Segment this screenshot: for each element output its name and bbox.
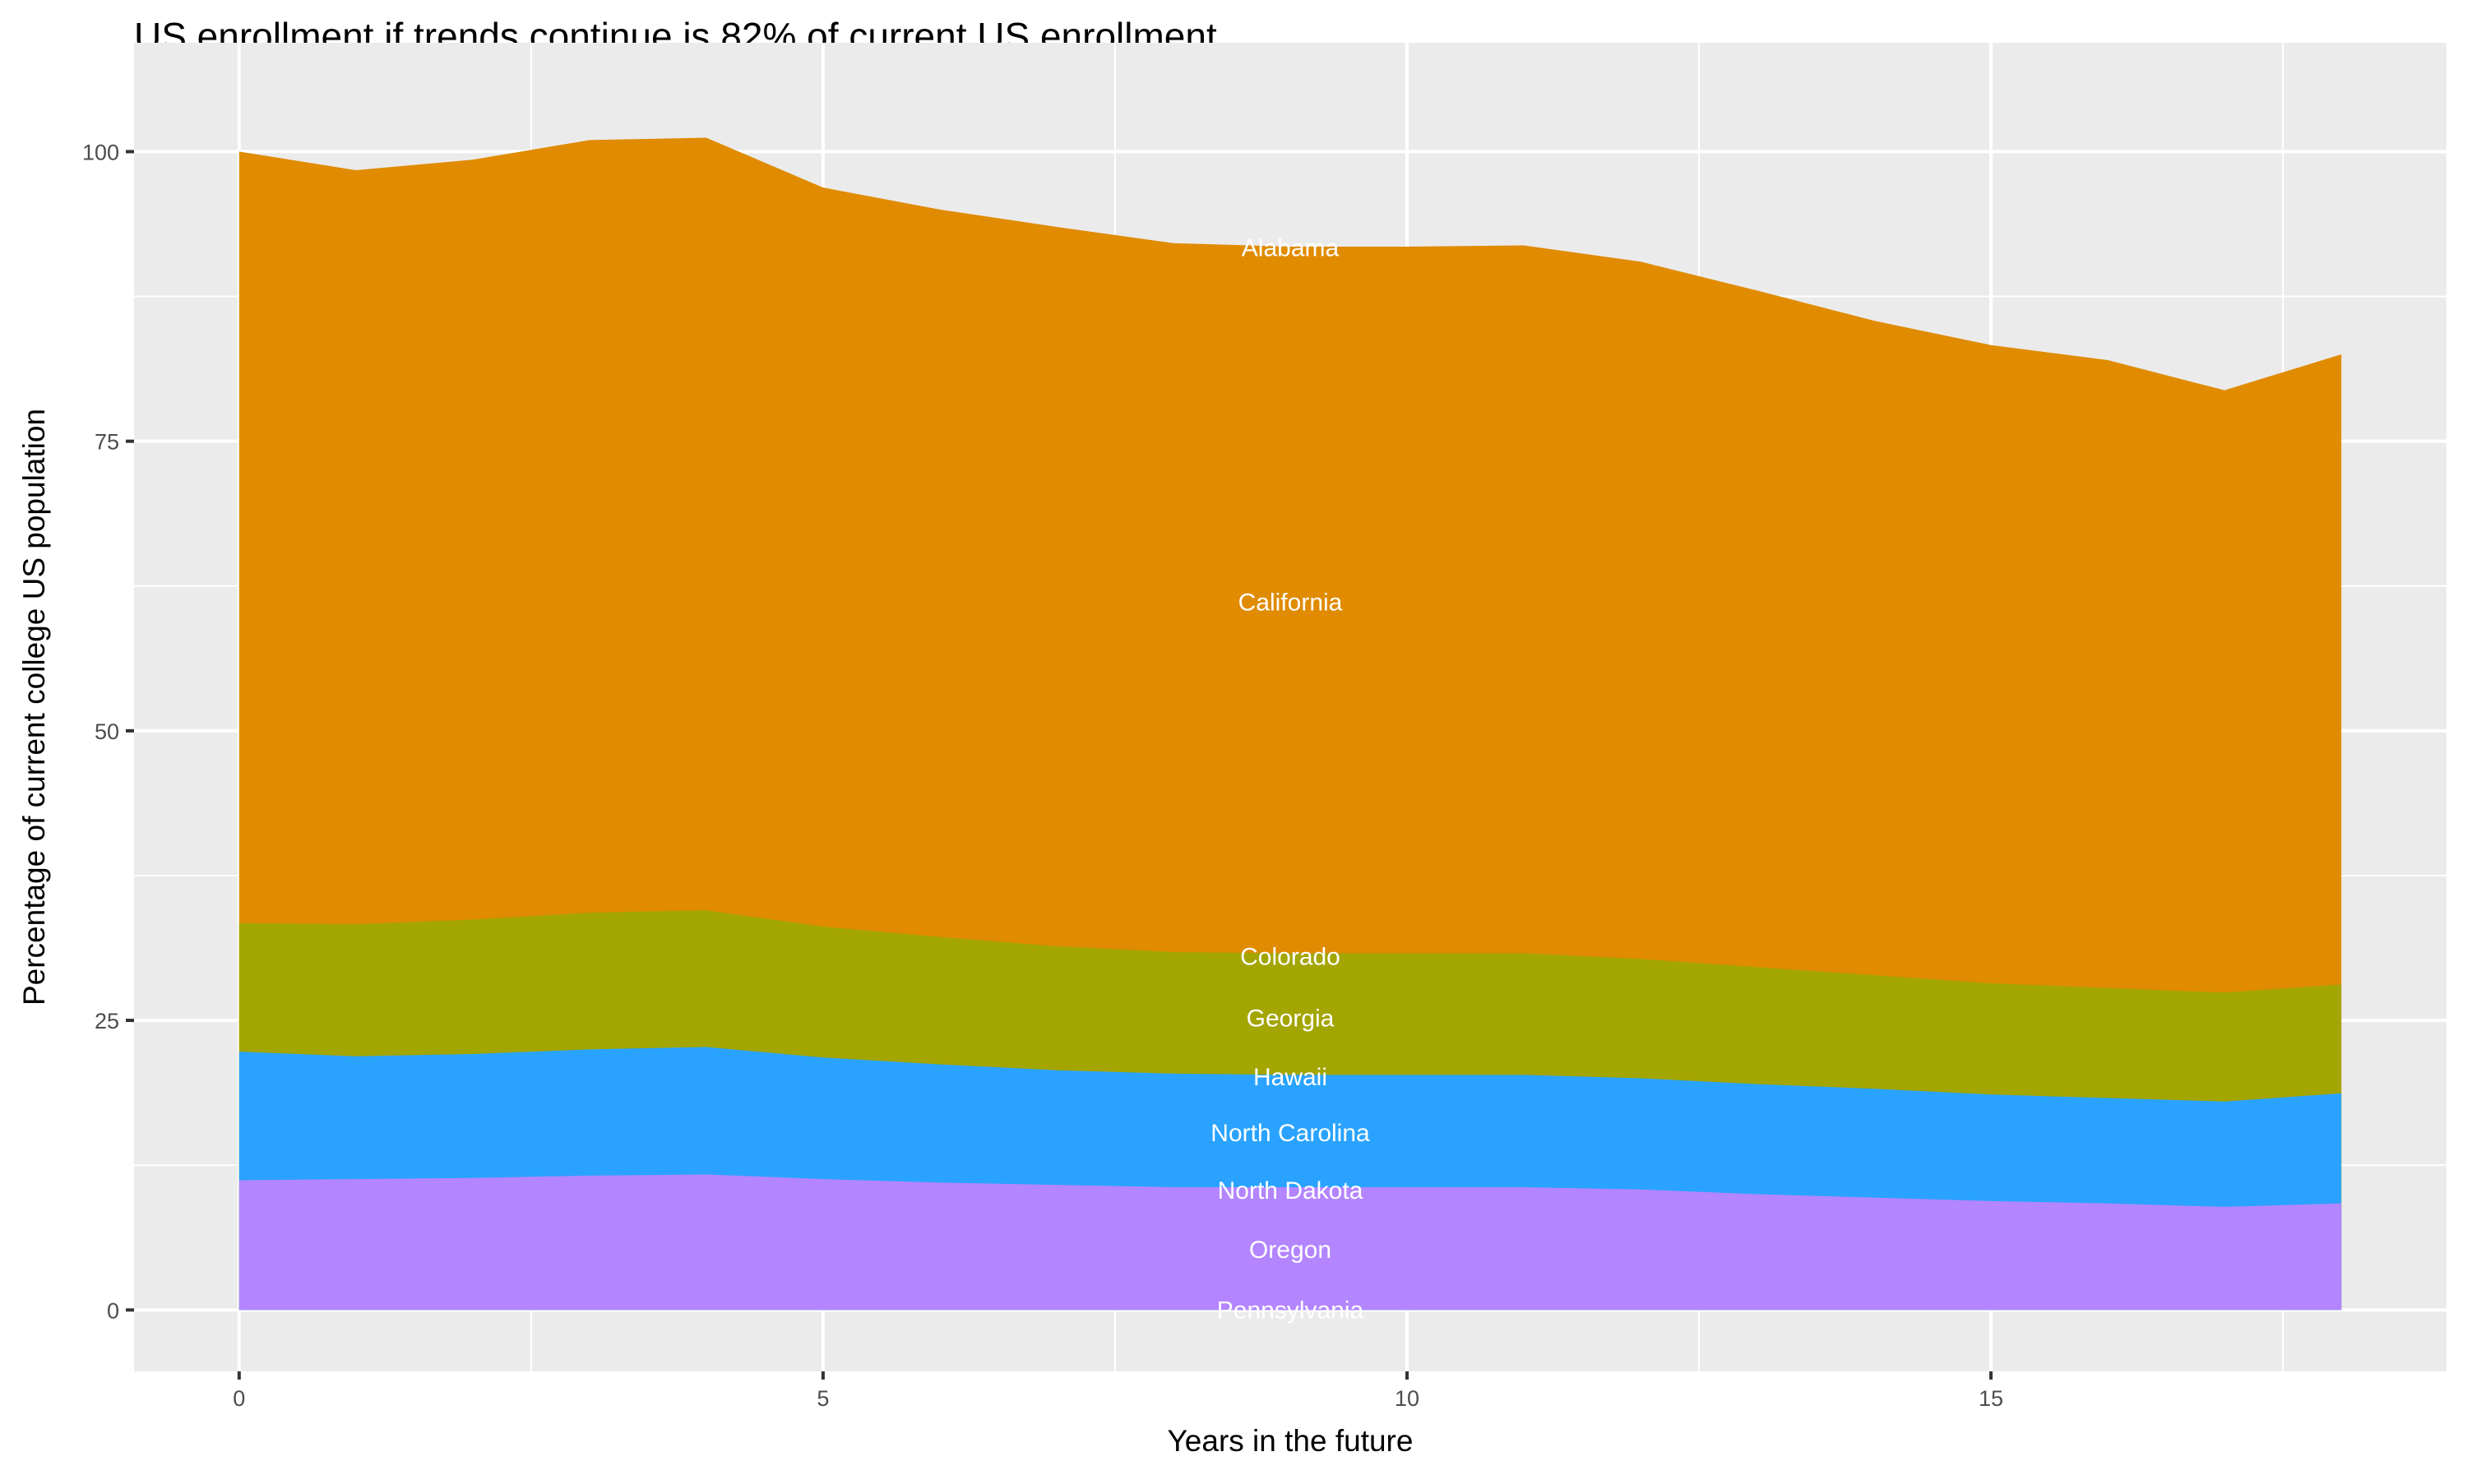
y-tick-label: 25 — [95, 1009, 119, 1033]
area-band — [238, 1174, 2342, 1311]
area-label: Oregon — [1249, 1237, 1331, 1264]
x-tick-label: 10 — [1395, 1386, 1419, 1411]
x-tick-label: 5 — [817, 1386, 829, 1411]
area-label: California — [1238, 589, 1343, 616]
area-labels: Alabama California Colorado Georgia Hawaii No… — [1210, 234, 1370, 1324]
axes: 0 5 10 15 0 25 50 75 100 — [82, 140, 2003, 1411]
x-tick-label: 0 — [233, 1386, 245, 1411]
area-label: Colorado — [1240, 944, 1340, 971]
area-label: North Dakota — [1218, 1177, 1363, 1204]
y-axis-title: Percentage of current college US populat… — [17, 409, 51, 1006]
y-tick-label: 75 — [95, 430, 119, 455]
y-tick-label: 0 — [107, 1298, 119, 1323]
y-tick-label: 50 — [95, 719, 119, 744]
x-axis-title: Years in the future — [1168, 1424, 1414, 1458]
area-label: Alabama — [1242, 234, 1340, 261]
y-tick-label: 100 — [82, 140, 119, 164]
area-label: Georgia — [1247, 1005, 1335, 1032]
area-label: North Carolina — [1210, 1120, 1370, 1147]
areas — [238, 137, 2342, 1311]
area-label: Pennsylvania — [1217, 1297, 1364, 1324]
area-label: Hawaii — [1253, 1064, 1327, 1091]
x-tick-label: 15 — [1979, 1386, 2003, 1411]
